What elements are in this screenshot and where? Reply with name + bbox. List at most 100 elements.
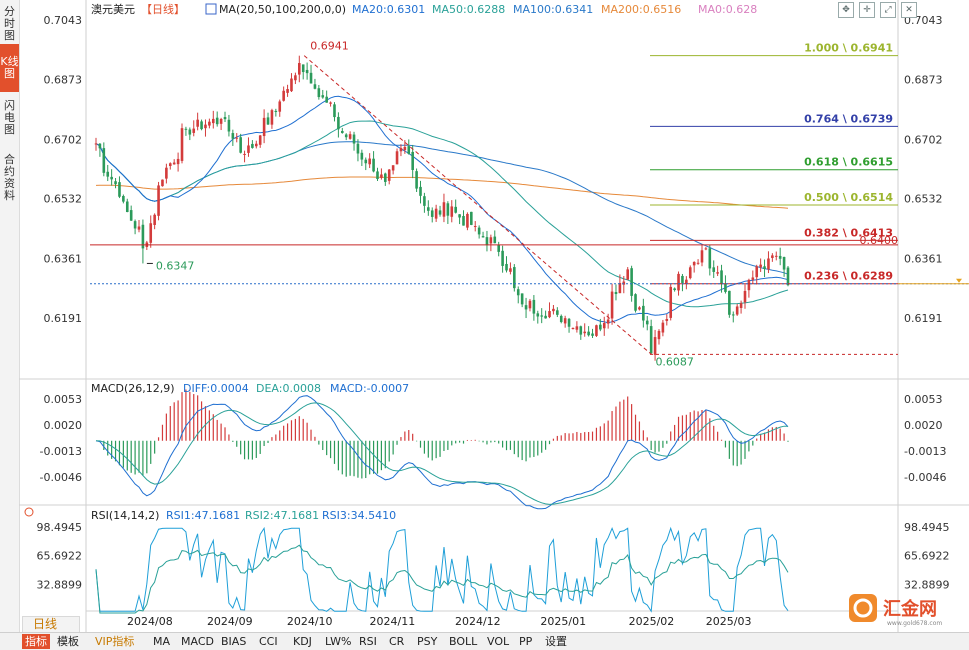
candle-down (122, 195, 125, 202)
candle-down (215, 117, 219, 125)
candle-up (774, 255, 778, 257)
toolbar-tab-15[interactable]: 设置 (545, 635, 567, 648)
candle-down (427, 207, 430, 211)
rsi-tick-right: 32.8899 (904, 578, 950, 591)
candle-down (356, 143, 360, 154)
candle-up (638, 307, 641, 310)
rsi-tick-left: 65.6922 (37, 550, 83, 563)
toolbar-tab-2[interactable]: VIP指标 (95, 635, 135, 648)
candle-up (211, 118, 215, 124)
candle-down (536, 313, 540, 317)
toolbar-tab-5[interactable]: BIAS (221, 635, 247, 648)
expand-icon[interactable]: ⤢ (880, 2, 896, 18)
time-tick: 2024/10 (287, 615, 333, 628)
candle-down (493, 236, 497, 244)
rsi-fast-line (95, 526, 789, 613)
toolbar-tab-13[interactable]: VOL (487, 635, 510, 648)
candle-up (149, 223, 153, 243)
candle-up (399, 148, 403, 152)
candle-down (673, 288, 676, 291)
candle-up (610, 291, 614, 319)
candle-up (262, 117, 266, 137)
candle-down (364, 159, 368, 164)
toolbar-tab-10[interactable]: CR (389, 635, 405, 648)
ma100-line (95, 141, 789, 275)
toolbar-tab-1[interactable]: 模板 (57, 635, 79, 648)
toolbar-tab-8[interactable]: LW% (325, 635, 352, 648)
candle-down (630, 268, 633, 296)
period-tag: 【日线】 (141, 2, 185, 16)
candle-up (294, 75, 297, 81)
candle-down (313, 84, 317, 89)
candle-up (297, 63, 301, 75)
candle-down (321, 95, 325, 98)
chart-canvas[interactable]: 澳元美元 【日线】 MA(20,50,100,200,0,0) MA20:0.6… (0, 0, 969, 632)
candle-up (552, 308, 555, 312)
zoom-fit-icon[interactable]: ✥ (838, 2, 854, 18)
candle-up (391, 165, 395, 171)
candle-up (739, 303, 743, 308)
time-tick: 2024/11 (370, 615, 416, 628)
period-button[interactable]: 日线 (22, 616, 80, 633)
toolbar-tab-12[interactable]: BOLL (449, 635, 478, 648)
candle-down (309, 72, 313, 84)
toolbar-tab-9[interactable]: RSI (359, 635, 377, 648)
candle-down (141, 224, 145, 249)
tab-timeshare[interactable]: 分时图 (4, 5, 15, 42)
candle-up (751, 277, 755, 280)
candle-down (188, 129, 192, 135)
price-panel: 1.000 \ 0.6941 0.764 \ 0.6739 0.618 \ 0.66… (90, 40, 969, 368)
candle-down (200, 121, 203, 130)
candle-down (720, 270, 723, 285)
tab-kline[interactable]: K线图 (0, 44, 19, 92)
candle-down (544, 315, 547, 319)
candle-up (270, 110, 274, 125)
price-tick-left: 0.6361 (44, 253, 83, 266)
candle-down (266, 117, 270, 125)
toolbar-tab-6[interactable]: CCI (259, 635, 278, 648)
rsi-tick-left: 32.8899 (37, 578, 83, 591)
candle-down (724, 283, 727, 292)
macd-diff-line (95, 395, 789, 510)
candle-up (466, 213, 469, 228)
candle-down (325, 96, 328, 103)
candle-down (411, 151, 414, 171)
toolbar-tab-3[interactable]: MA (153, 635, 171, 648)
candle-down (251, 143, 254, 148)
candle-up (247, 145, 250, 153)
rsi-slow-line (95, 544, 789, 614)
candle-up (692, 261, 696, 266)
candle-up (403, 146, 407, 151)
toolbar-tab-14[interactable]: PP (519, 635, 533, 648)
toolbar-tab-7[interactable]: KDJ (293, 635, 312, 648)
close-icon[interactable]: ✕ (901, 2, 917, 18)
candle-up (665, 319, 669, 321)
candle-down (301, 64, 305, 73)
rsi2-value: RSI2:47.1681 (245, 509, 319, 522)
period-label: 日线 (33, 617, 58, 631)
candle-up (192, 128, 196, 133)
candle-up (696, 262, 700, 264)
candle-up (743, 290, 747, 303)
rsi-tick-left: 98.4945 (37, 521, 83, 534)
macd-tick-right: -0.0046 (904, 471, 946, 484)
candle-up (278, 101, 282, 112)
ma-settings-icon[interactable] (205, 3, 217, 15)
candle-down (415, 171, 418, 189)
macd-tick-left: 0.0053 (44, 393, 83, 406)
candle-up (685, 279, 688, 284)
candle-down (372, 158, 375, 172)
ma200-line (95, 176, 789, 209)
tab-contract-info[interactable]: 合约资料 (4, 153, 15, 202)
toolbar-tab-0[interactable]: 指标 (22, 634, 50, 649)
price-tick-left: 0.6702 (44, 133, 83, 146)
logo-text: 汇金网 (883, 598, 937, 620)
candle-up (735, 306, 739, 315)
macd-dea-line (95, 402, 789, 505)
tab-flash[interactable]: 闪电图 (4, 99, 15, 136)
macd-tick-left: -0.0013 (40, 445, 82, 458)
toolbar-tab-4[interactable]: MACD (181, 635, 214, 648)
rsi-settings-icon[interactable] (24, 507, 34, 517)
toolbar-tab-11[interactable]: PSY (417, 635, 438, 648)
crosshair-icon[interactable]: ✛ (859, 2, 875, 18)
